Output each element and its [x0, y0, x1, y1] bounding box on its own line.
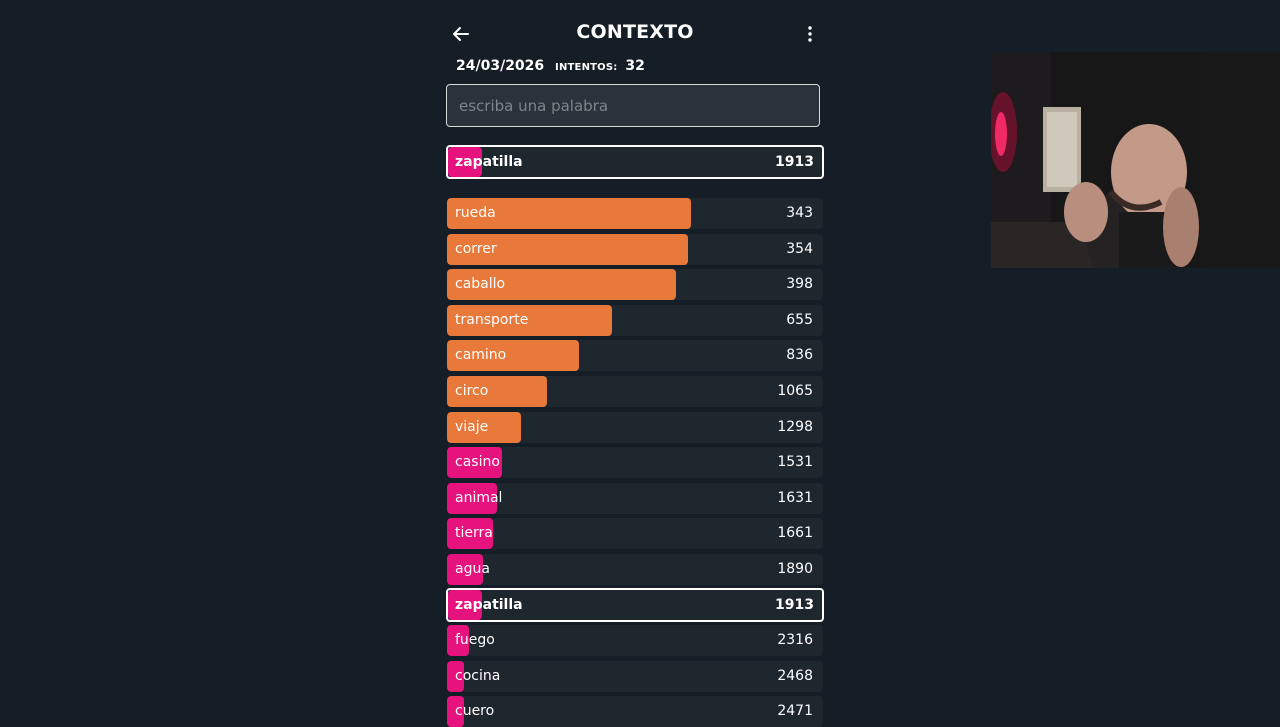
guess-row: rueda 343 [447, 198, 823, 229]
guess-row-current: zapatilla 1913 [446, 588, 824, 622]
guess-rank: 1531 [777, 454, 813, 470]
proximity-bar [447, 269, 677, 300]
webcam-overlay [991, 52, 1280, 268]
header: CONTEXTO [446, 18, 824, 50]
guess-rank: 2468 [777, 668, 813, 684]
guess-word: casino [455, 454, 500, 470]
guess-row: circo 1065 [447, 376, 823, 407]
last-guess-rank: 1913 [775, 154, 814, 170]
guess-word: tierra [455, 525, 493, 541]
guess-word: cuero [455, 703, 495, 719]
game-date: 24/03/2026 [456, 58, 545, 74]
guess-rank: 836 [786, 347, 813, 363]
back-button[interactable] [450, 24, 472, 44]
proximity-bar [447, 234, 688, 265]
guess-rank: 354 [786, 241, 813, 257]
guess-word: agua [455, 561, 490, 577]
guess-word: circo [455, 383, 489, 399]
guess-rank: 1913 [775, 597, 814, 613]
proximity-bar [447, 412, 522, 443]
last-guess-proximity-bar [448, 147, 482, 177]
guess-word: correr [455, 241, 497, 257]
menu-button[interactable] [804, 24, 816, 44]
contexto-app: CONTEXTO 24/03/2026 INTENTOS: 32 zapatil… [446, 0, 824, 727]
guess-word: transporte [455, 312, 529, 328]
guess-row: transporte 655 [447, 305, 823, 336]
guess-row: cuero 2471 [447, 696, 823, 727]
more-vertical-icon [808, 26, 812, 42]
guess-rank: 1890 [777, 561, 813, 577]
guess-row: tierra 1661 [447, 518, 823, 549]
proximity-bar [447, 625, 469, 656]
word-input[interactable] [459, 85, 807, 126]
guess-rank: 398 [786, 276, 813, 292]
game-info: 24/03/2026 INTENTOS: 32 [456, 58, 645, 74]
last-guess-row: zapatilla 1913 [446, 145, 824, 179]
proximity-bar [447, 305, 613, 336]
guess-row: casino 1531 [447, 447, 823, 478]
guess-word: zapatilla [455, 597, 523, 613]
proximity-bar [447, 483, 497, 514]
guess-rank: 655 [786, 312, 813, 328]
guess-rank: 1631 [777, 490, 813, 506]
proximity-bar [447, 554, 483, 585]
attempts-label: INTENTOS: [555, 62, 618, 73]
attempts-count: 32 [625, 58, 645, 74]
proximity-bar [447, 340, 579, 371]
guess-row: agua 1890 [447, 554, 823, 585]
guess-rank: 2316 [777, 632, 813, 648]
guess-row: cocina 2468 [447, 661, 823, 692]
proximity-bar [447, 661, 464, 692]
guess-word: animal [455, 490, 503, 506]
guess-word: rueda [455, 205, 496, 221]
guess-row: camino 836 [447, 340, 823, 371]
guess-row: correr 354 [447, 234, 823, 265]
guess-rank: 1298 [777, 419, 813, 435]
guess-row: animal 1631 [447, 483, 823, 514]
proximity-bar [447, 696, 464, 727]
proximity-bar [448, 590, 482, 620]
page-title: CONTEXTO [576, 21, 694, 43]
guess-row: caballo 398 [447, 269, 823, 300]
guess-rank: 1661 [777, 525, 813, 541]
guess-rank: 343 [786, 205, 813, 221]
proximity-bar [447, 376, 547, 407]
guess-word: caballo [455, 276, 506, 292]
word-input-box[interactable] [446, 84, 820, 127]
guess-word: viaje [455, 419, 489, 435]
guess-word: cocina [455, 668, 501, 684]
guess-word: camino [455, 347, 507, 363]
guess-rank: 2471 [777, 703, 813, 719]
guess-word: fuego [455, 632, 495, 648]
guess-row: viaje 1298 [447, 412, 823, 443]
guess-rank: 1065 [777, 383, 813, 399]
proximity-bar [447, 447, 502, 478]
webcam-feed-image [991, 52, 1280, 268]
last-guess-word: zapatilla [455, 154, 523, 170]
arrow-left-icon [453, 27, 469, 41]
guess-row: fuego 2316 [447, 625, 823, 656]
proximity-bar [447, 198, 692, 229]
proximity-bar [447, 518, 493, 549]
